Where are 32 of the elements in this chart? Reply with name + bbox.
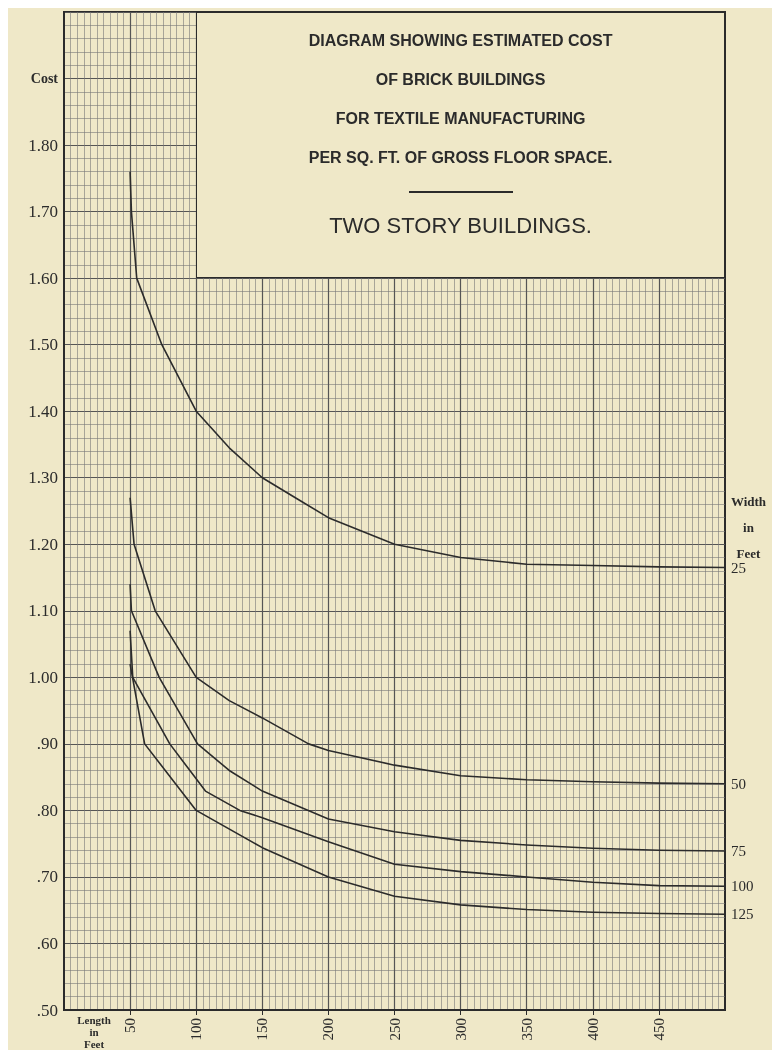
x-tick-label: 350: [518, 1018, 535, 1041]
y-tick-label: 1.70: [28, 202, 58, 222]
title-panel: DIAGRAM SHOWING ESTIMATED COST OF BRICK BUILDINGS FOR TEXTILE MANUFACTURING PER SQ. FT. OF GROSS FLOOR SPACE. TWO STORY BUILDINGS.: [196, 12, 725, 279]
series-label: 100: [731, 878, 754, 895]
y-tick-label: 1.30: [28, 468, 58, 488]
x-tick-label: 150: [254, 1018, 271, 1041]
x-tick-label: 200: [320, 1018, 337, 1041]
y-tick-label: 1.00: [28, 667, 58, 687]
x-axis-title: Length in Feet: [77, 1014, 111, 1050]
y-tick-label: 1.50: [28, 335, 58, 355]
x-tick-label: 50: [122, 1018, 139, 1033]
y-tick-label: .80: [36, 800, 58, 820]
y-tick-label: 1.40: [28, 401, 58, 421]
x-tick-label: 250: [386, 1018, 403, 1041]
legend-title: Width in Feet: [730, 493, 767, 561]
x-tick-label: 450: [650, 1018, 667, 1041]
y-tick-label: 1.10: [28, 601, 58, 621]
series-label: 50: [731, 775, 746, 792]
y-axis-title: Cost: [30, 71, 59, 87]
y-tick-label: .70: [36, 867, 58, 887]
y-tick-label: .50: [36, 1000, 58, 1020]
series-label: 25: [731, 559, 746, 576]
y-tick-label: 1.20: [28, 534, 58, 554]
x-tick-label: 300: [452, 1018, 469, 1041]
y-tick-label: 1.60: [28, 268, 58, 288]
y-tick-label: .90: [36, 734, 58, 754]
y-tick-label: .60: [36, 933, 58, 953]
x-tick-label: 100: [188, 1018, 205, 1041]
series-label: 125: [731, 906, 754, 923]
x-tick-label: 400: [584, 1018, 601, 1041]
series-label: 75: [731, 842, 746, 859]
y-tick-label: 1.80: [28, 135, 58, 155]
